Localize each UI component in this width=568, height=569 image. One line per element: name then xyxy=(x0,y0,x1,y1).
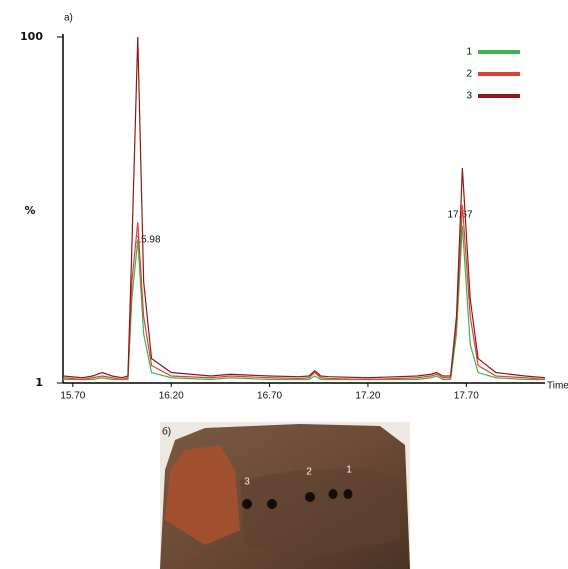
x-tick-label: 16.70 xyxy=(257,391,282,402)
hole-label: 2 xyxy=(306,467,312,478)
x-tick-label: 15.70 xyxy=(60,391,85,402)
legend-label: 1 xyxy=(466,47,472,58)
photo: б) 3 2 1 xyxy=(160,422,410,569)
x-tick-label: 16.20 xyxy=(159,391,184,402)
hole-label: 3 xyxy=(244,477,250,488)
x-tick-label: 17.20 xyxy=(355,391,380,402)
x-axis-label: Time xyxy=(547,381,568,392)
y-axis-label: % xyxy=(24,204,35,217)
y-tick-label: 1 xyxy=(35,376,43,389)
series-line xyxy=(63,37,545,378)
hole-label: 1 xyxy=(346,465,352,476)
figure: a) % Time 15.98 17.67 б) 3 2 1 110015.70… xyxy=(0,0,568,569)
panel-label: б) xyxy=(162,426,171,438)
x-tick-label: 17.70 xyxy=(454,391,479,402)
legend-label: 2 xyxy=(466,69,472,80)
panel-label: a) xyxy=(64,13,73,24)
legend-label: 3 xyxy=(466,91,472,102)
y-tick-label: 100 xyxy=(20,30,43,43)
